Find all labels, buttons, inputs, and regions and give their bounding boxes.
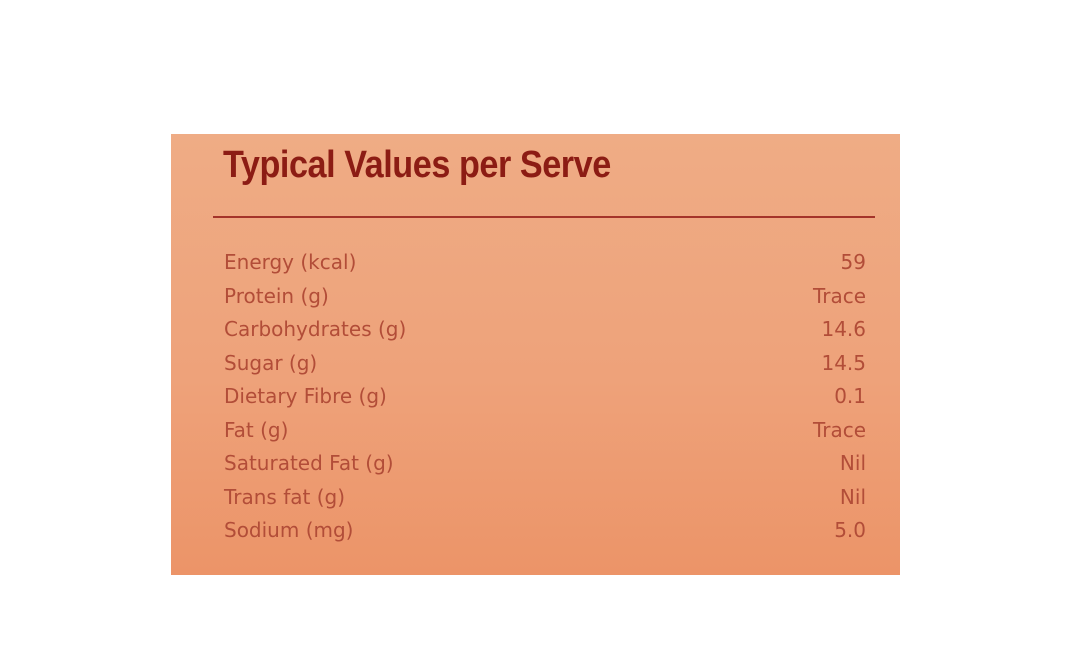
nutrition-row-protein: Protein (g) Trace <box>224 284 866 318</box>
nutrient-value: 0.1 <box>834 384 866 408</box>
nutrient-label: Sugar (g) <box>224 350 318 375</box>
nutrient-value: Trace <box>812 417 866 442</box>
nutrient-label: Protein (g) <box>224 283 329 308</box>
nutrition-row-sodium: Sodium (mg) 5.0 <box>224 518 866 552</box>
nutrition-row-trans-fat: Trans fat (g) Nil <box>224 485 866 519</box>
nutrient-value: Trace <box>812 283 866 308</box>
nutrient-label: Energy (kcal) <box>224 250 357 274</box>
nutrient-value: 5.0 <box>834 518 866 542</box>
nutrition-row-saturated-fat: Saturated Fat (g) Nil <box>224 451 866 485</box>
nutrition-table: Energy (kcal) 59 Protein (g) Trace Carbo… <box>224 250 866 552</box>
nutrition-row-energy: Energy (kcal) 59 <box>224 250 866 284</box>
nutrition-panel: Typical Values per Serve Energy (kcal) 5… <box>171 134 900 575</box>
nutrient-value: Nil <box>839 484 866 509</box>
nutrient-label: Trans fat (g) <box>224 484 346 509</box>
nutrient-label: Dietary Fibre (g) <box>224 384 387 408</box>
nutrition-title: Typical Values per Serve <box>223 144 611 186</box>
nutrient-label: Fat (g) <box>224 417 289 442</box>
nutrient-label: Sodium (mg) <box>224 518 354 542</box>
nutrition-row-fat: Fat (g) Trace <box>224 418 866 452</box>
nutrient-label: Saturated Fat (g) <box>224 451 394 475</box>
nutrient-value: 14.5 <box>821 350 866 375</box>
nutrient-value: 59 <box>840 250 866 274</box>
nutrition-row-carbohydrates: Carbohydrates (g) 14.6 <box>224 317 866 351</box>
nutrition-row-sugar: Sugar (g) 14.5 <box>224 351 866 385</box>
nutrient-label: Carbohydrates (g) <box>224 317 407 341</box>
nutrition-row-dietary-fibre: Dietary Fibre (g) 0.1 <box>224 384 866 418</box>
nutrient-value: Nil <box>839 451 866 475</box>
nutrient-value: 14.6 <box>821 317 866 341</box>
title-divider <box>213 216 875 218</box>
